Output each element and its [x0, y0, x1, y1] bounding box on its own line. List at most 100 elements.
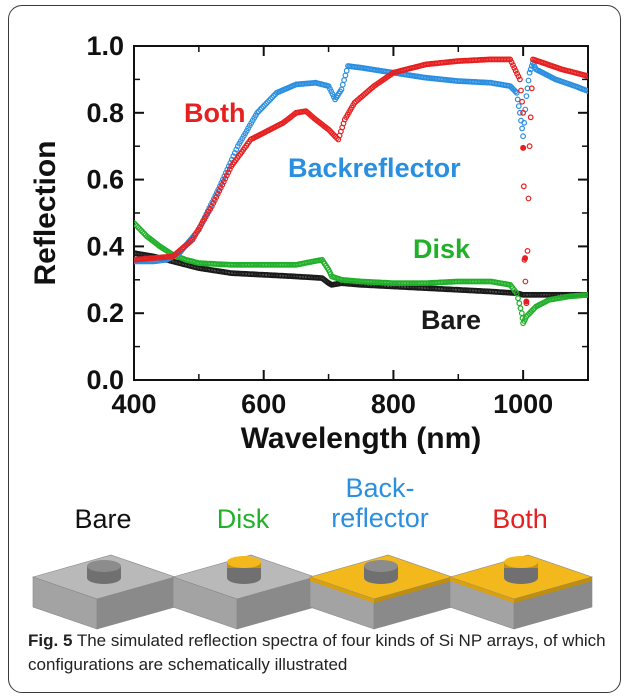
caption-label: Fig. 5: [28, 631, 73, 650]
data-point-backreflector: [341, 77, 348, 83]
y-tick-label: 0.6: [86, 165, 124, 195]
data-point-both: [216, 187, 223, 194]
chart-plot-area: [134, 56, 588, 327]
data-point-disk: [139, 228, 146, 235]
data-point-backreflector: [523, 93, 530, 99]
data-point-disk: [135, 224, 142, 231]
data-point-backreflector: [526, 69, 533, 76]
data-point-both: [511, 64, 518, 71]
data-point-both: [522, 278, 529, 285]
data-point-both: [524, 247, 531, 254]
y-tick-label: 0.4: [86, 231, 124, 261]
data-point-both: [519, 98, 525, 105]
data-point-both: [517, 76, 523, 83]
data-point-both: [220, 178, 227, 185]
data-point-backreflector: [342, 72, 349, 79]
data-point-both: [585, 73, 588, 79]
data-point-both: [208, 203, 215, 210]
data-point-backreflector: [517, 109, 523, 116]
x-tick-label: 800: [371, 389, 416, 419]
data-point-both: [508, 59, 515, 66]
data-point-disk: [134, 220, 137, 226]
data-point-backreflector: [512, 88, 519, 95]
data-point-backreflector: [254, 109, 261, 116]
data-point-both: [520, 183, 527, 190]
y-tick-label: 1.0: [86, 31, 124, 61]
y-tick-label: 0.2: [86, 298, 124, 328]
data-point-both: [518, 87, 524, 94]
data-point-both: [520, 144, 527, 151]
data-point-disk: [518, 310, 525, 317]
data-point-disk: [515, 295, 521, 302]
data-point-both: [222, 175, 229, 182]
data-point-both: [523, 298, 530, 305]
data-point-disk: [134, 221, 139, 228]
data-point-both: [525, 195, 532, 202]
data-point-backreflector: [519, 125, 525, 132]
data-point-both: [225, 169, 232, 176]
data-point-both: [512, 67, 519, 74]
data-point-backreflector: [514, 96, 521, 103]
chart-axes: 0.0 0.2 0.4 0.6 0.8 1.0 400 600 800 1000: [86, 31, 589, 419]
y-tick-label: 0.0: [86, 365, 124, 395]
data-point-both: [213, 194, 220, 201]
series-disk: [134, 220, 588, 327]
y-axis-label: Reflection: [29, 140, 62, 285]
data-point-disk: [138, 227, 145, 234]
data-point-backreflector: [520, 133, 526, 140]
data-point-backreflector: [521, 119, 528, 126]
data-point-both: [223, 172, 230, 179]
data-point-both: [217, 184, 224, 191]
data-point-backreflector: [515, 103, 522, 109]
x-axis-label: Wavelength (nm): [241, 422, 482, 455]
data-point-backreflector: [525, 77, 532, 84]
data-point-both: [515, 73, 522, 80]
data-point-backreflector: [260, 103, 267, 110]
data-point-backreflector: [257, 106, 264, 113]
x-tick-label: 600: [241, 389, 286, 419]
figure-frame: [8, 5, 621, 693]
data-point-backreflector: [261, 102, 268, 108]
data-point-both: [520, 109, 526, 116]
data-point-disk: [516, 300, 523, 307]
data-point-both: [219, 181, 226, 188]
data-point-backreflector: [527, 66, 534, 73]
data-point-both: [507, 56, 514, 63]
x-tick-label: 400: [111, 389, 156, 419]
data-point-disk: [141, 230, 148, 237]
data-point-backreflector: [267, 95, 274, 102]
data-point-disk: [134, 223, 140, 229]
data-point-both: [527, 114, 534, 121]
data-point-both: [211, 197, 218, 204]
series-both: [134, 56, 588, 307]
data-point-disk: [585, 291, 588, 298]
data-point-both: [514, 70, 520, 77]
data-point-both: [528, 85, 535, 92]
data-point-both: [210, 200, 217, 207]
series-annotation-disk: Disk: [413, 234, 471, 264]
data-point-disk: [517, 305, 524, 312]
x-tick-label: 1000: [493, 389, 553, 419]
series-group: [134, 56, 588, 327]
figure-caption: Fig. 5 The simulated reflection spectra …: [28, 629, 608, 677]
chart-labels: Wavelength (nm) Reflection Bare Disk Backref…: [29, 98, 481, 455]
series-annotation-both: Both: [184, 98, 245, 128]
reflection-chart: 0.0 0.2 0.4 0.6 0.8 1.0 400 600 800 1000 Waveleng…: [29, 31, 589, 455]
data-point-backreflector: [264, 99, 271, 105]
data-point-backreflector: [339, 81, 346, 88]
series-annotation-backreflector: Backreflector: [288, 153, 461, 183]
data-point-backreflector: [270, 92, 277, 99]
data-point-both: [214, 191, 221, 197]
data-point-both: [526, 143, 533, 150]
data-point-disk: [513, 290, 520, 297]
data-point-both: [510, 62, 516, 68]
caption-text: The simulated reflection spectra of four…: [28, 631, 606, 674]
data-point-backreflector: [513, 89, 520, 96]
data-point-both: [522, 255, 529, 262]
data-point-backreflector: [585, 88, 588, 94]
data-point-backreflector: [343, 67, 350, 74]
y-tick-label: 0.8: [86, 98, 124, 128]
data-point-both: [226, 166, 233, 173]
series-annotation-bare: Bare: [421, 305, 481, 335]
series-bare: [134, 250, 588, 298]
